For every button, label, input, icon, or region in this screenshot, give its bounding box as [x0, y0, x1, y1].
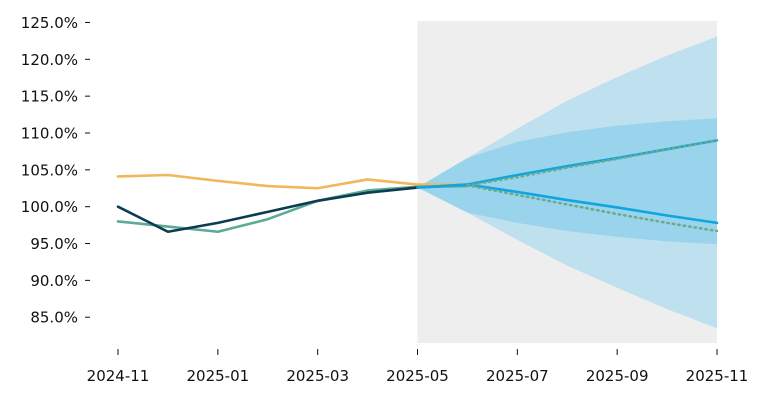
- y-tick-label: 85.0%: [30, 309, 78, 327]
- series-lines: [116, 139, 719, 234]
- y-tick-label: 100.0%: [21, 198, 78, 216]
- y-tick-label: 90.0%: [30, 272, 78, 290]
- y-tick-label: 120.0%: [21, 51, 78, 69]
- x-tick-label: 2025-11: [686, 367, 749, 385]
- y-axis: 85.0% 90.0% 95.0% 100.0% 105.0% 110.0% 115.0% 1…: [21, 14, 90, 327]
- series-line-2: [116, 184, 469, 234]
- y-tick-label: 105.0%: [21, 161, 78, 179]
- x-tick-label: 2024-11: [87, 367, 150, 385]
- series-line-3: [116, 186, 419, 234]
- x-tick-label: 2025-05: [386, 367, 449, 385]
- y-tick-label: 95.0%: [30, 235, 78, 253]
- x-tick-label: 2025-01: [186, 367, 249, 385]
- x-tick-label: 2025-09: [586, 367, 649, 385]
- x-axis: 2024-11 2025-01 2025-03 2025-05 2025-07 2025-…: [87, 349, 749, 385]
- y-tick-label: 115.0%: [21, 88, 78, 106]
- series-line-6: [466, 139, 719, 187]
- y-tick-label: 125.0%: [21, 14, 78, 32]
- x-tick-label: 2025-03: [286, 367, 349, 385]
- y-tick-label: 110.0%: [21, 125, 78, 143]
- series-line-1: [116, 173, 469, 190]
- x-tick-label: 2025-07: [486, 367, 549, 385]
- series-line-7: [466, 184, 719, 233]
